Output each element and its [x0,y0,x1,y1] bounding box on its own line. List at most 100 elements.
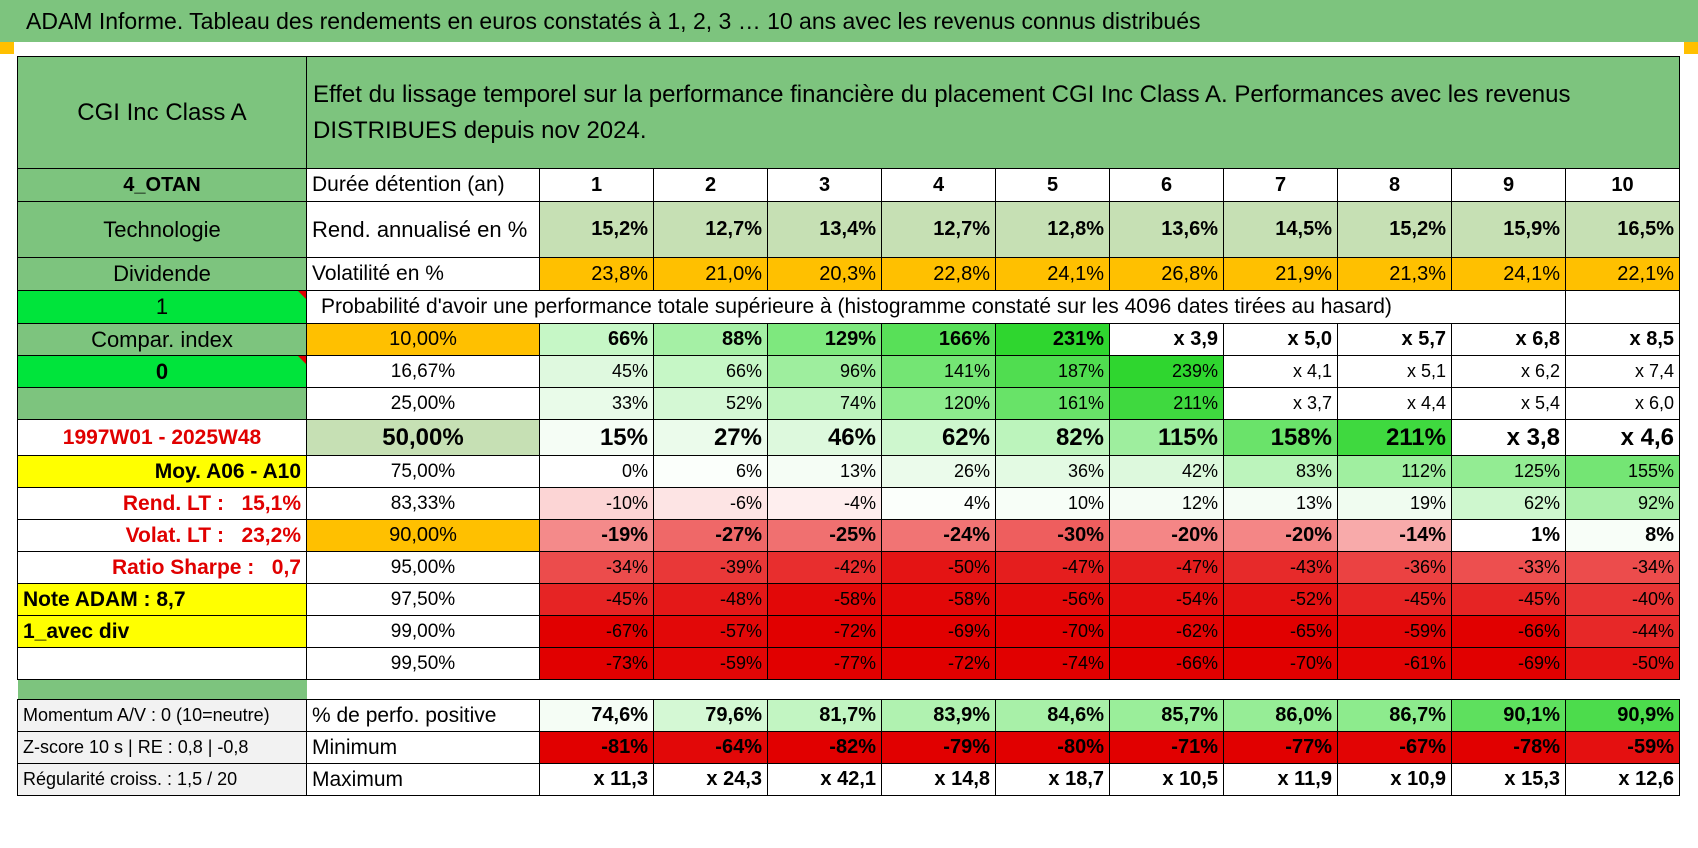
prob-cell: -59% [653,647,768,680]
prob-cell: 82% [995,419,1110,456]
prob-title-row: 1 Probabilité d'avoir une performance to… [17,290,1680,324]
moy-label: Moy. A06 - A10 [17,455,307,488]
year-9: 9 [1451,168,1566,202]
prob-row: 1_avec div 99,00% -67% -57% -72% -69% -70% -62%… [17,615,1680,648]
rend-cell: 13,4% [767,201,882,258]
prob-cell: 158% [1223,419,1338,456]
zscore-label: Z-score 10 s | RE : 0,8 | -0,8 [17,731,307,764]
prob-cell: -14% [1337,519,1452,552]
prob-cell: 211% [1109,387,1224,420]
rend-cell: 15,9% [1451,201,1566,258]
prob-cell: 46% [767,419,882,456]
prob-row: Volat. LT : 23,2% 90,00% -19% -27% -25% -24% -… [17,519,1680,552]
prob-cell: -34% [1565,551,1680,584]
prob-cell: x 3,8 [1451,419,1566,456]
year-2: 2 [653,168,768,202]
maximum-row-cell: x 15,3 [1451,763,1566,796]
prob-cell: 13% [767,455,882,488]
vol-cell: 24,1% [995,257,1110,291]
prob-cell: -24% [881,519,996,552]
prob-cell: -77% [767,647,882,680]
prob-cell: x 3,7 [1223,387,1338,420]
empty-cell [17,647,307,680]
prob-cell: 42% [1109,455,1224,488]
prob-cell: -56% [995,583,1110,616]
rend-cell: 13,6% [1109,201,1224,258]
prob-cell: -73% [539,647,654,680]
minimum-row: Z-score 10 s | RE : 0,8 | -0,8 Minimum -81… [17,731,1680,764]
prob-row: Compar. index 10,00% 66% 88% 129% 166% 231% x 3… [17,323,1680,356]
prob-cell: x 5,0 [1223,323,1338,356]
prob-cell: -59% [1337,615,1452,648]
prob-threshold: 90,00% [306,519,540,552]
year-7: 7 [1223,168,1338,202]
vol-row: Dividende Volatilité en % 23,8% 21,0% 20… [17,257,1680,291]
positive-row-cell: 90,9% [1565,699,1680,732]
prob-cell: -45% [1337,583,1452,616]
vol-cell: 20,3% [767,257,882,291]
volat-lt-label: Volat. LT : 23,2% [17,519,307,552]
prob-cell: x 4,1 [1223,355,1338,388]
prob-cell: -6% [653,487,768,520]
prob-cell: 88% [653,323,768,356]
maximum-row-label: Maximum [306,763,540,796]
prob-cell: 36% [995,455,1110,488]
prob-threshold: 16,67% [306,355,540,388]
prob-cell: -74% [995,647,1110,680]
flag-one-cell: 1 [17,290,307,324]
prob-cell: 231% [995,323,1110,356]
prob-threshold: 99,00% [306,615,540,648]
rend-row: Technologie Rend. annualisé en % 15,2% 1… [17,201,1680,258]
prob-cell: -50% [1565,647,1680,680]
prob-cell: 115% [1109,419,1224,456]
prob-threshold: 83,33% [306,487,540,520]
fund-name: CGI Inc Class A [17,56,307,169]
prob-cell: x 5,7 [1337,323,1452,356]
prob-cell: 52% [653,387,768,420]
rend-cell: 12,7% [881,201,996,258]
prob-cell: 8% [1565,519,1680,552]
prob-cell: -66% [1109,647,1224,680]
note-adam-label: Note ADAM : 8,7 [17,583,307,616]
prob-cell: 62% [1451,487,1566,520]
prob-cell: 112% [1337,455,1452,488]
prob-cell: 125% [1451,455,1566,488]
prob-row: 25,00% 33% 52% 74% 120% 161% 211% x 3,7 x 4,4 x 5… [17,387,1680,420]
vol-cell: 26,8% [1109,257,1224,291]
prob-cell: -33% [1451,551,1566,584]
minimum-row-cell: -82% [767,731,882,764]
vol-cell: 21,3% [1337,257,1452,291]
maximum-row-cell: x 10,9 [1337,763,1452,796]
empty-cell [17,387,307,420]
positive-row-cell: 84,6% [995,699,1110,732]
avec-div-label: 1_avec div [17,615,307,648]
prob-cell: -47% [995,551,1110,584]
prob-cell: -62% [1109,615,1224,648]
maximum-row-cell: x 10,5 [1109,763,1224,796]
prob-cell: -44% [1565,615,1680,648]
prob-cell: 27% [653,419,768,456]
year-10: 10 [1565,168,1680,202]
prob-cell: -67% [539,615,654,648]
prob-cell: -50% [881,551,996,584]
year-4: 4 [881,168,996,202]
maximum-row-cell: x 24,3 [653,763,768,796]
period-label: 1997W01 - 2025W48 [17,419,307,456]
prob-cell: 4% [881,487,996,520]
year-5: 5 [995,168,1110,202]
minimum-row-cell: -64% [653,731,768,764]
corner-marker-right [1684,42,1698,54]
compar-index-label: Compar. index [17,323,307,356]
prob-cell: 10% [995,487,1110,520]
rend-cell: 15,2% [1337,201,1452,258]
prob-cell: -42% [767,551,882,584]
prob-cell: 211% [1337,419,1452,456]
prob-cell: 26% [881,455,996,488]
prob-cell: x 4,4 [1337,387,1452,420]
prob-cell: 45% [539,355,654,388]
prob-cell: x 8,5 [1565,323,1680,356]
separator-cell [17,679,307,700]
prob-cell: -45% [1451,583,1566,616]
prob-cell: 0% [539,455,654,488]
zone-label: 4_OTAN [17,168,307,202]
